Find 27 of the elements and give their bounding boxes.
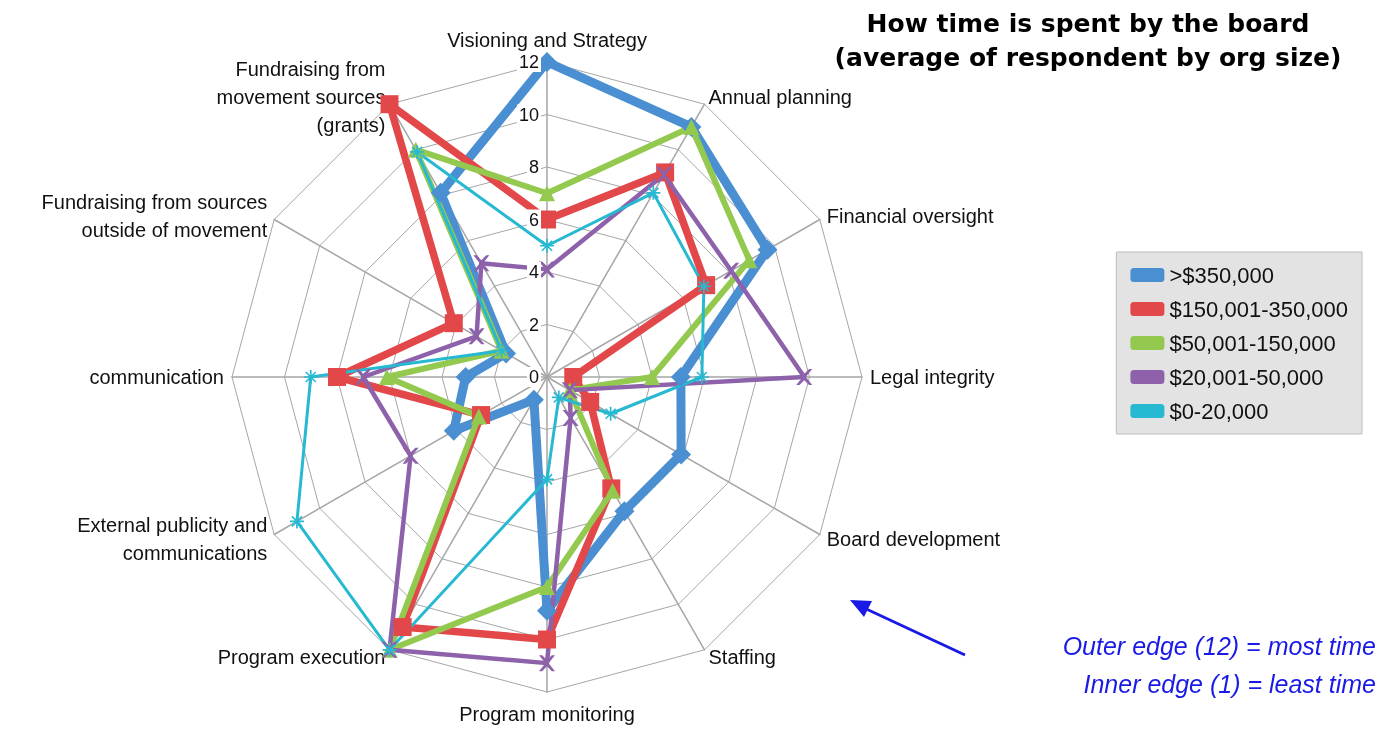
spoke-label: Staffing <box>708 645 776 668</box>
text: Inner edge (1) = least time <box>1083 670 1376 698</box>
y-tick-label: 8 <box>528 157 539 177</box>
y-tick-label: 12 <box>518 52 539 72</box>
legend-label: $20,001-50,000 <box>1169 364 1324 390</box>
legend-label: $50,001-150,000 <box>1169 330 1336 356</box>
spoke-label: Program monitoring <box>459 703 635 725</box>
spoke-label: Program execution <box>217 645 386 668</box>
spoke-label: Visioning and Strategy <box>447 29 647 51</box>
y-tick-label: 4 <box>528 262 539 282</box>
y-tick-label: 2 <box>528 314 539 335</box>
spoke-label: communication <box>89 366 224 388</box>
spoke-label: Financial oversight <box>826 204 994 227</box>
spoke-label: Board development <box>826 527 1001 550</box>
spoke-label: Annual planning <box>708 86 852 109</box>
legend-label: >$350,000 <box>1169 262 1274 288</box>
spoke-label: External publicity and communications <box>77 513 268 564</box>
y-tick-label: 10 <box>518 104 539 125</box>
text: Outer edge (12) = most time <box>1062 632 1376 660</box>
chart-title: How time is spent by the board (average of respondent by org size) <box>834 8 1342 72</box>
spoke-label: Legal integrity <box>870 366 995 388</box>
legend-label: $0-20,000 <box>1169 398 1269 424</box>
y-tick-label: 0 <box>528 367 539 387</box>
spoke-label: Fundraising from movement sources (grants) <box>216 58 386 137</box>
y-tick-label: 6 <box>528 209 539 230</box>
legend-label: $150,001-350,000 <box>1169 296 1349 322</box>
spoke-label: Fundraising from sources outside of movement <box>41 190 268 241</box>
